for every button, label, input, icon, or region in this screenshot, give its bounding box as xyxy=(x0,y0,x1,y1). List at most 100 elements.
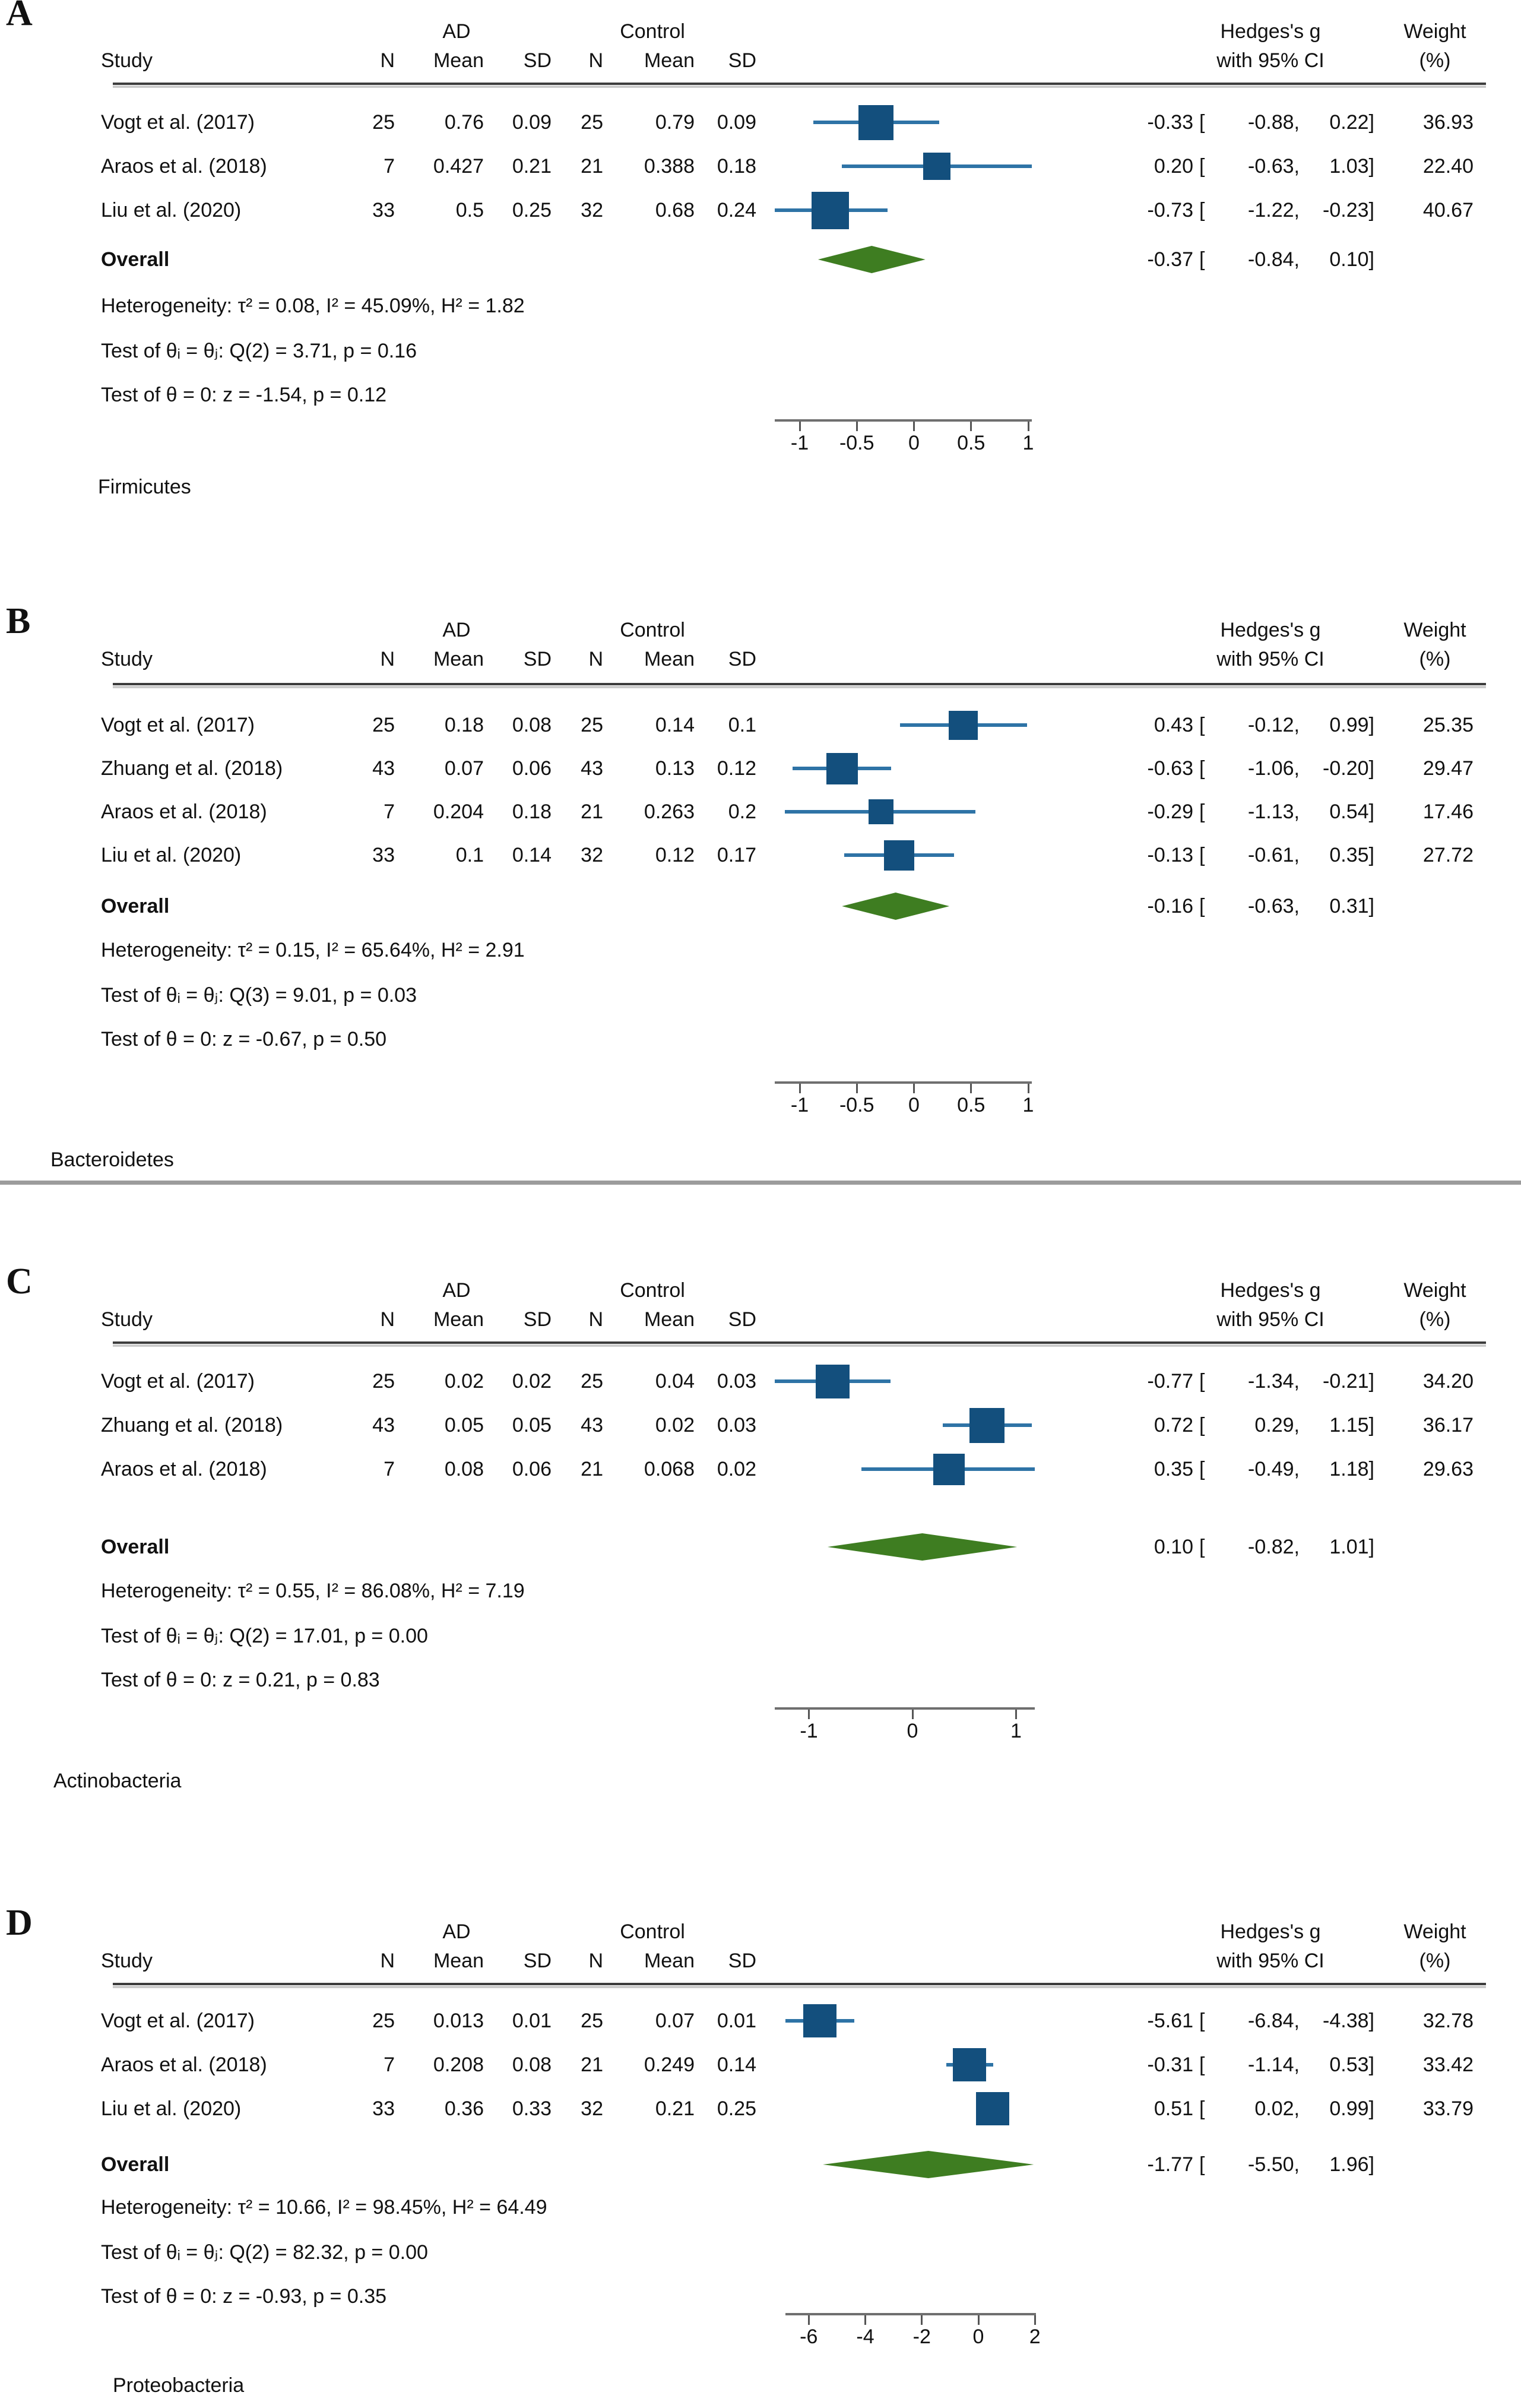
cell-n-ad: 7 xyxy=(384,155,395,178)
overall-bracket-open: [ xyxy=(1199,248,1205,271)
axis-tick-label: 0.5 xyxy=(957,432,986,454)
column-header-effect-line2: with 95% CI xyxy=(1216,1950,1324,1972)
cell-sd-control: 0.25 xyxy=(717,2097,756,2120)
cell-sd-control: 0.1 xyxy=(728,714,756,736)
cell-effect-estimate: 0.51 xyxy=(1154,2097,1193,2120)
cell-mean-control: 0.07 xyxy=(655,2010,695,2032)
stats-line: Test of θᵢ = θⱼ: Q(2) = 17.01, p = 0.00 xyxy=(101,1625,428,1647)
cell-overall-ci-high: 1.96] xyxy=(1329,2153,1374,2176)
cell-n-control: 25 xyxy=(581,1370,603,1393)
cell-mean-ad: 0.208 xyxy=(433,2053,484,2076)
effect-bracket-open: [ xyxy=(1199,844,1205,866)
cell-mean-control: 0.14 xyxy=(655,714,695,736)
panel-letter: B xyxy=(6,601,31,641)
cell-mean-control: 0.068 xyxy=(644,1458,695,1480)
stats-line: Test of θᵢ = θⱼ: Q(2) = 3.71, p = 0.16 xyxy=(101,340,417,362)
column-header-effect-line1: Hedges's g xyxy=(1220,1279,1321,1302)
cell-effect-estimate: -0.29 xyxy=(1147,800,1194,823)
column-header-effect-line1: Hedges's g xyxy=(1220,20,1321,43)
effect-bracket-open: [ xyxy=(1199,2010,1205,2032)
cell-n-ad: 25 xyxy=(372,111,395,134)
header-rule xyxy=(113,683,1486,685)
study-row-label: Araos et al. (2018) xyxy=(101,2053,267,2076)
cell-n-control: 21 xyxy=(581,2053,603,2076)
study-row-label: Zhuang et al. (2018) xyxy=(101,757,283,780)
cell-n-ad: 33 xyxy=(372,2097,395,2120)
axis-tick xyxy=(1015,1710,1017,1719)
cell-mean-ad: 0.76 xyxy=(444,111,484,134)
cell-effect-ci-high: 1.18] xyxy=(1329,1458,1374,1480)
effect-bracket-open: [ xyxy=(1199,1370,1205,1393)
cell-effect-ci-high: 0.53] xyxy=(1329,2053,1374,2076)
header-rule xyxy=(113,1341,1486,1344)
column-header-weight-line2: (%) xyxy=(1419,1950,1451,1972)
effect-bracket-open: [ xyxy=(1199,1458,1205,1480)
axis-tick-label: 1 xyxy=(1022,1094,1034,1116)
axis-tick xyxy=(807,2315,810,2325)
axis-tick-label: 2 xyxy=(1029,2325,1041,2348)
cell-effect-estimate: 0.20 xyxy=(1154,155,1193,178)
cell-mean-control: 0.388 xyxy=(644,155,695,178)
header-rule xyxy=(113,83,1486,85)
column-header-study: Study xyxy=(101,1308,153,1331)
cell-mean-ad: 0.05 xyxy=(444,1414,484,1436)
cell-effect-ci-low: 0.02, xyxy=(1254,2097,1300,2120)
axis-tick-label: 0.5 xyxy=(957,1094,986,1116)
axis-tick xyxy=(808,1710,810,1719)
cell-weight: 29.63 xyxy=(1422,1458,1474,1480)
axis-tick-label: -6 xyxy=(800,2325,818,2348)
cell-effect-ci-low: -0.61, xyxy=(1248,844,1300,866)
column-header-sd-control: SD xyxy=(728,49,756,72)
column-group-ad-header: AD xyxy=(442,20,471,43)
axis-tick xyxy=(798,422,801,431)
effect-square xyxy=(816,1364,850,1398)
phylum-label: Proteobacteria xyxy=(113,2374,245,2397)
cell-effect-ci-low: -1.13, xyxy=(1248,800,1300,823)
column-header-weight-line2: (%) xyxy=(1419,1308,1451,1331)
effect-bracket-open: [ xyxy=(1199,155,1205,178)
axis-tick-label: -1 xyxy=(790,1094,809,1116)
overall-bracket-open: [ xyxy=(1199,895,1205,917)
axis-tick-label: 1 xyxy=(1022,432,1034,454)
cell-n-ad: 43 xyxy=(372,1414,395,1436)
column-header-n-ad: N xyxy=(380,1308,395,1331)
cell-mean-control: 0.249 xyxy=(644,2053,695,2076)
cell-effect-ci-high: 0.35] xyxy=(1329,844,1374,866)
overall-label: Overall xyxy=(101,1536,170,1558)
cell-n-ad: 33 xyxy=(372,199,395,222)
stats-line: Test of θ = 0: z = 0.21, p = 0.83 xyxy=(101,1669,380,1691)
cell-sd-control: 0.12 xyxy=(717,757,756,780)
effect-square xyxy=(803,2004,836,2037)
phylum-label: Bacteroidetes xyxy=(50,1148,174,1171)
column-header-weight-line1: Weight xyxy=(1403,20,1466,43)
cell-n-control: 25 xyxy=(581,714,603,736)
axis-tick xyxy=(911,1710,914,1719)
effect-square xyxy=(812,191,850,229)
column-header-n-ad: N xyxy=(380,648,395,670)
column-group-ad-header: AD xyxy=(442,619,471,641)
effect-bracket-open: [ xyxy=(1199,757,1205,780)
cell-weight: 33.79 xyxy=(1422,2097,1474,2120)
cell-weight: 34.20 xyxy=(1422,1370,1474,1393)
axis-line xyxy=(785,2313,1036,2315)
cell-effect-estimate: 0.43 xyxy=(1154,714,1193,736)
axis-tick-label: -2 xyxy=(912,2325,931,2348)
column-header-sd-control: SD xyxy=(728,648,756,670)
cell-mean-ad: 0.1 xyxy=(455,844,484,866)
axis-tick xyxy=(977,2315,980,2325)
cell-n-ad: 7 xyxy=(384,2053,395,2076)
study-row-label: Araos et al. (2018) xyxy=(101,155,267,178)
column-header-effect-line1: Hedges's g xyxy=(1220,619,1321,641)
column-header-sd-control: SD xyxy=(728,1308,756,1331)
cell-n-ad: 33 xyxy=(372,844,395,866)
phylum-label: Actinobacteria xyxy=(53,1770,182,1792)
column-header-weight-line1: Weight xyxy=(1403,619,1466,641)
column-header-effect-line2: with 95% CI xyxy=(1216,648,1324,670)
cell-n-control: 43 xyxy=(581,1414,603,1436)
axis-tick-label: -0.5 xyxy=(839,1094,874,1116)
axis-tick xyxy=(855,1084,858,1093)
cell-weight: 22.40 xyxy=(1422,155,1474,178)
axis-tick-label: 1 xyxy=(1010,1720,1022,1742)
column-header-weight-line1: Weight xyxy=(1403,1279,1466,1302)
cell-overall-estimate: -0.16 xyxy=(1147,895,1194,917)
